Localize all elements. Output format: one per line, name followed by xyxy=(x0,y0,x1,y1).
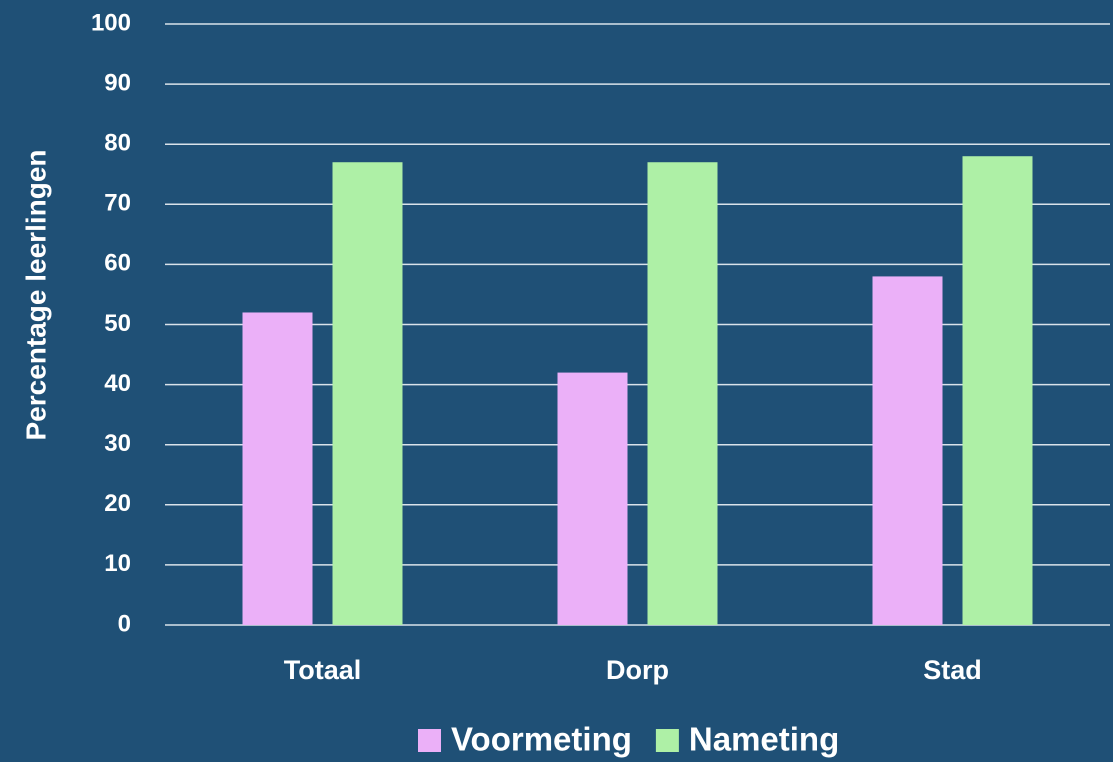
legend-swatch xyxy=(655,729,679,752)
y-tick-label: 50 xyxy=(104,310,131,337)
y-tick-label: 10 xyxy=(104,550,131,577)
x-tick-label: Dorp xyxy=(606,655,669,685)
bar xyxy=(557,372,628,625)
legend-label: Nameting xyxy=(689,721,839,758)
bar xyxy=(872,276,943,625)
y-tick-label: 0 xyxy=(118,610,131,637)
bar xyxy=(242,312,313,625)
legend-swatch xyxy=(418,729,441,752)
y-tick-label: 100 xyxy=(91,9,131,36)
y-tick-label: 90 xyxy=(104,69,131,96)
x-tick-label: Totaal xyxy=(284,655,362,685)
legend-label: Voormeting xyxy=(451,721,632,758)
y-tick-label: 20 xyxy=(104,490,131,517)
y-tick-label: 60 xyxy=(104,250,131,277)
bar xyxy=(647,162,718,626)
y-tick-label: 70 xyxy=(104,190,131,217)
bar xyxy=(332,162,403,626)
bar xyxy=(962,156,1033,625)
y-tick-label: 30 xyxy=(104,430,131,457)
x-tick-label: Stad xyxy=(923,655,982,685)
y-axis-title: Percentage leerlingen xyxy=(20,149,51,440)
y-tick-label: 40 xyxy=(104,370,131,397)
y-tick-label: 80 xyxy=(104,130,131,157)
